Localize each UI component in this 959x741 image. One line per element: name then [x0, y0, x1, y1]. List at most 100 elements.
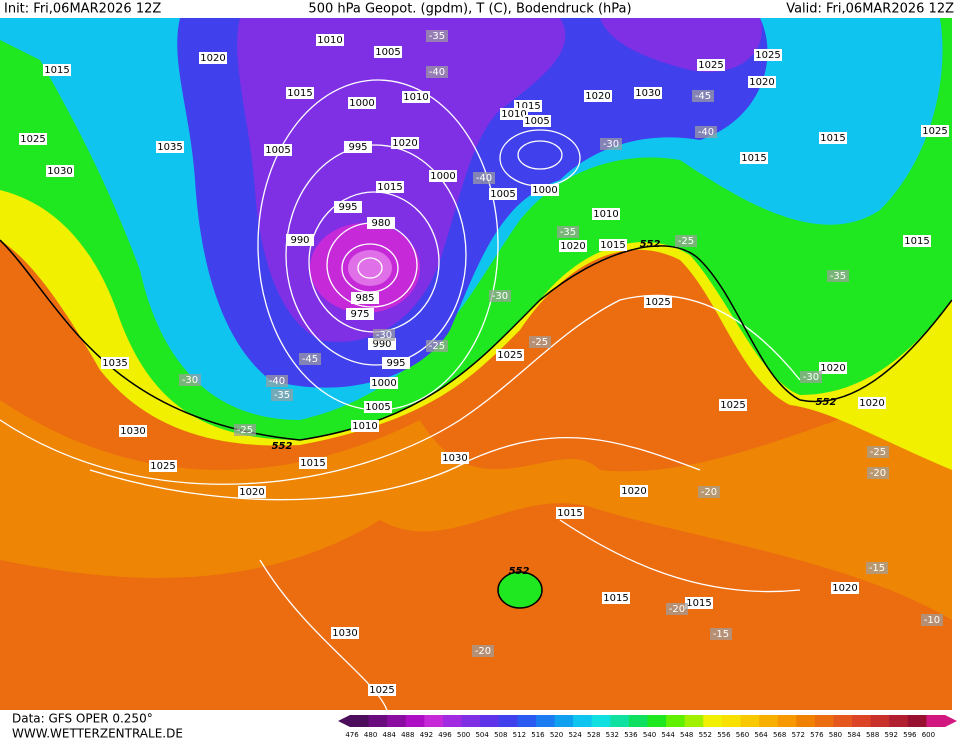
temperature-label-box — [867, 446, 889, 458]
colorbar-swatch — [889, 715, 909, 727]
temperature-label: -20 — [475, 646, 491, 657]
temperature-label: -20 — [701, 487, 717, 498]
temperature-label: -40 — [269, 376, 285, 387]
pressure-label: 1020 — [239, 487, 264, 498]
pressure-label-box — [819, 362, 847, 374]
temperature-label: -25 — [237, 425, 253, 436]
pressure-label: 1005 — [265, 145, 290, 156]
pressure-label-box — [149, 460, 177, 472]
pressure-label-box — [754, 49, 782, 61]
pressure-label: 1020 — [560, 241, 585, 252]
colorbar-label: 532 — [606, 731, 619, 739]
colorbar-swatch — [796, 715, 816, 727]
temperature-label: -20 — [870, 468, 886, 479]
temperature-label-box — [827, 270, 849, 282]
pressure-label: 1030 — [635, 88, 660, 99]
colorbar-label: 504 — [475, 731, 489, 739]
pressure-label: 1015 — [287, 88, 312, 99]
pressure-label-box — [351, 420, 379, 432]
pressure-label-box — [489, 188, 517, 200]
colorbar-label: 540 — [643, 731, 656, 739]
map-title: 500 hPa Geopot. (gpdm), T (C), Bodendruc… — [308, 2, 631, 17]
geopotential-label: 552 — [816, 397, 837, 408]
colorbar-swatch — [424, 715, 444, 727]
temperature-label-box — [557, 226, 579, 238]
temperature-label: -10 — [924, 615, 940, 626]
geopotential-label: 552 — [509, 566, 530, 577]
colorbar-label: 556 — [717, 731, 731, 739]
field-light-orange — [0, 380, 952, 620]
pressure-label-box — [374, 46, 402, 58]
pressure-label-box — [441, 452, 469, 464]
colorbar-label: 492 — [420, 731, 433, 739]
temperature-label-box — [866, 562, 888, 574]
colorbar-label: 560 — [736, 731, 749, 739]
colorbar-swatch — [870, 715, 890, 727]
colorbar-label: 596 — [903, 731, 917, 739]
pressure-label-box — [367, 217, 395, 229]
pressure-label: 1015 — [515, 101, 540, 112]
pressure-label-box — [19, 133, 47, 145]
temperature-label: -30 — [376, 330, 392, 341]
colorbar-label: 528 — [587, 731, 600, 739]
pressure-label: 1025 — [755, 50, 780, 61]
pressure-label: 1020 — [200, 53, 225, 64]
pressure-label: 1015 — [686, 598, 711, 609]
colorbar-swatch — [573, 715, 593, 727]
colorbar-swatch — [591, 715, 611, 727]
pressure-label: 980 — [371, 218, 390, 229]
temperature-label-box — [299, 353, 321, 365]
pressure-label: 1020 — [621, 486, 646, 497]
colorbar-label: 544 — [661, 731, 675, 739]
temperature-label-box — [800, 371, 822, 383]
pressure-label-box — [331, 627, 359, 639]
colorbar-swatch — [759, 715, 779, 727]
pressure-label-box — [344, 141, 372, 153]
temperature-label: -25 — [429, 341, 445, 352]
pressure-label-box — [531, 184, 559, 196]
colorbar-swatch — [628, 715, 648, 727]
pressure-label: 1000 — [532, 185, 557, 196]
temperature-label-box — [695, 126, 717, 138]
pressure-label: 975 — [350, 309, 369, 320]
colorbar-label: 580 — [829, 731, 842, 739]
geopotential-label: 552 — [272, 441, 293, 452]
pressure-label: 1000 — [371, 378, 396, 389]
pressure-label: 1015 — [904, 236, 929, 247]
colorbar-swatch — [926, 715, 946, 727]
pressure-label: 1025 — [720, 400, 745, 411]
colorbar-swatch — [554, 715, 574, 727]
temperature-label: -35 — [274, 390, 290, 401]
colorbar-swatch — [814, 715, 834, 727]
colorbar-swatch — [480, 715, 500, 727]
temperature-label: -30 — [182, 375, 198, 386]
temperature-label-box — [710, 628, 732, 640]
pressure-label-box — [858, 397, 886, 409]
temperature-label-box — [666, 603, 688, 615]
pressure-label: 995 — [338, 202, 357, 213]
pressure-label: 1015 — [557, 508, 582, 519]
pressure-label-box — [500, 108, 528, 120]
colorbar-label: 484 — [383, 731, 397, 739]
field-pink — [348, 250, 392, 286]
temperature-label: -40 — [429, 67, 445, 78]
temperature-label: -25 — [678, 236, 694, 247]
colorbar-label: 520 — [550, 731, 563, 739]
data-source: Data: GFS OPER 0.250° — [12, 712, 153, 726]
pressure-label: 1025 — [150, 461, 175, 472]
pressure-label: 1000 — [349, 98, 374, 109]
pressure-label-box — [402, 91, 430, 103]
colorbar-label: 576 — [810, 731, 824, 739]
field-violet — [600, 18, 762, 72]
temperature-label-box — [426, 340, 448, 352]
pressure-label: 1010 — [317, 35, 342, 46]
colorbar-label: 552 — [699, 731, 712, 739]
pressure-label-box — [559, 240, 587, 252]
colorbar-label: 548 — [680, 731, 693, 739]
pressure-label: 1005 — [490, 189, 515, 200]
colorbar-swatch — [721, 715, 741, 727]
colorbar-swatch — [517, 715, 537, 727]
colorbar-swatch — [535, 715, 556, 727]
pressure-label-box — [370, 377, 398, 389]
pressure-label: 1035 — [157, 142, 182, 153]
